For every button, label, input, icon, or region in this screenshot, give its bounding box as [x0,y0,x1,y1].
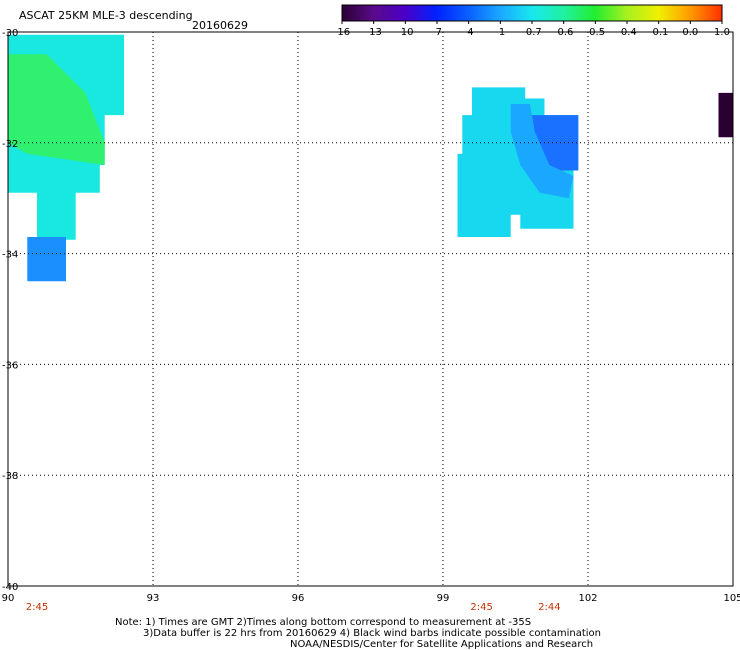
map-title: ASCAT 25KM MLE-3 descending [19,9,193,22]
y-tick-label: -34 [2,250,18,261]
east-mid-blue [510,104,574,199]
x-axis-ticks: 90 93 96 99 102 105 [2,593,740,604]
edge-dark-block [718,92,733,138]
note-line-2: 3)Data buffer is 22 hrs from 20160629 4)… [143,628,601,639]
colorbar: -16 -13 -10 -7 -4 -1 -0.7 -0.6 -0.5 -0.4 -0.1 0.0 1.… [334,4,730,38]
west-green-patch [8,54,105,166]
time-label: 2:45 [470,602,492,613]
colorbar-bar [341,4,723,22]
west-blue-block [27,237,66,282]
y-tick-label: -32 [2,139,18,150]
note-line-1: Note: 1) Times are GMT 2)Times along bot… [115,617,531,628]
y-axis-ticks: -30 -32 -34 -36 -38 -40 [2,28,18,593]
x-tick-label: 99 [437,593,450,604]
east-deep-blue [525,115,579,171]
grid-layer [8,32,733,586]
y-tick-label: -30 [2,28,18,39]
x-tick-label: 102 [578,593,597,604]
time-label: 2:45 [26,602,48,613]
x-tick-label: 93 [147,593,160,604]
y-tick-label: -40 [2,582,18,593]
y-tick-label: -36 [2,360,18,371]
x-tick-label: 96 [292,593,305,604]
time-labels: 2:45 2:45 2:44 [26,602,561,613]
note-line-3: NOAA/NESDIS/Center for Satellite Applica… [290,639,593,650]
plot-frame [7,31,734,587]
time-label: 2:44 [538,602,560,613]
x-tick-label: 90 [2,593,15,604]
swath-layer [8,34,733,282]
x-tick-label: 105 [723,593,740,604]
map-date: 20160629 [192,19,248,32]
y-tick-label: -38 [2,471,18,482]
